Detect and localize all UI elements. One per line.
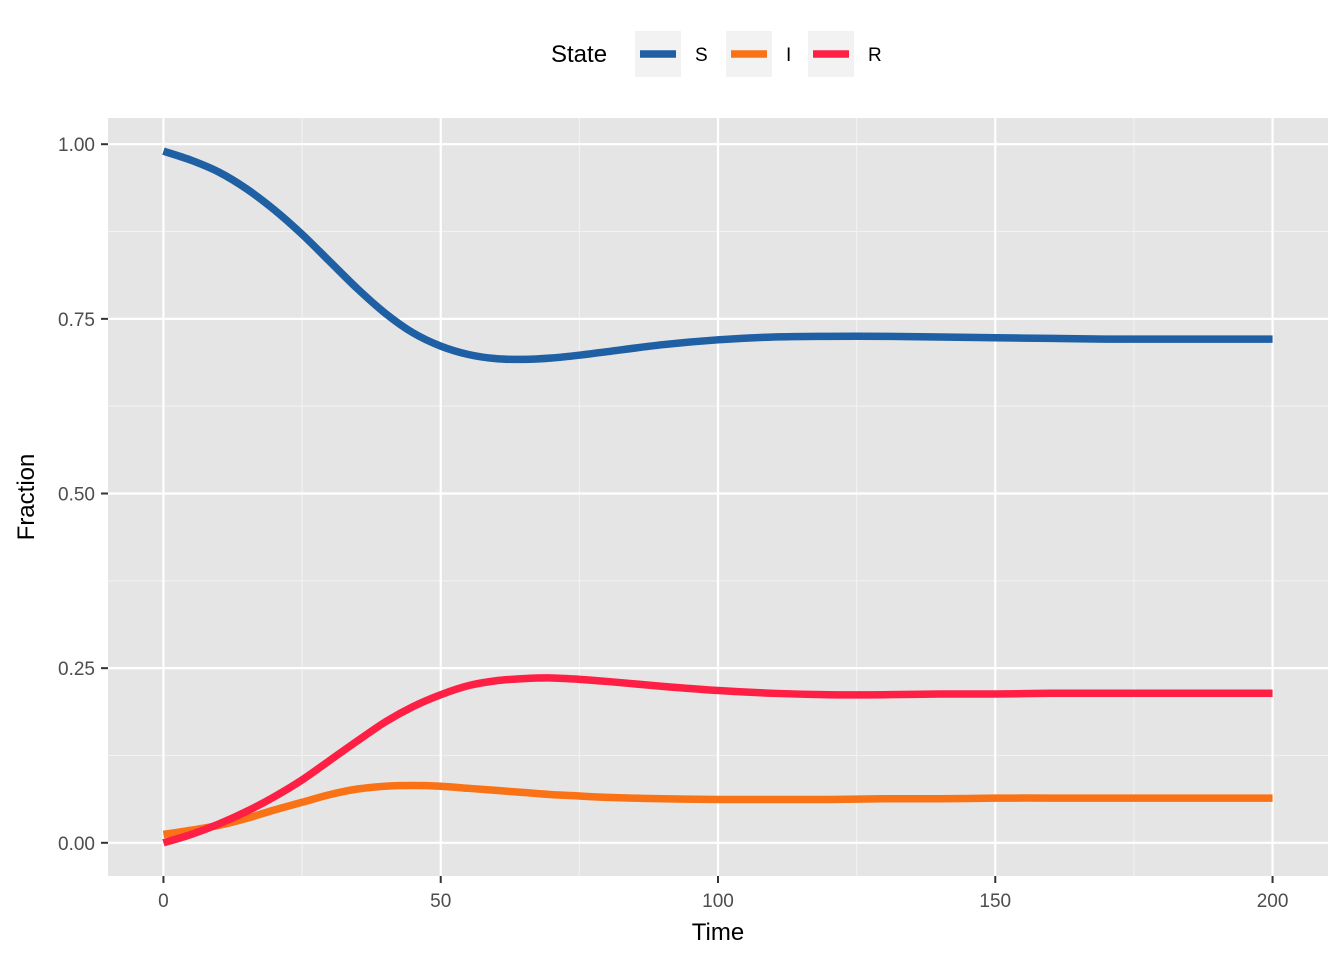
- series-line-s: [162, 147, 1273, 364]
- y-tick-label: 1.00: [58, 135, 95, 156]
- y-tick-label: 0.00: [58, 834, 95, 855]
- y-tick-label: 0.25: [58, 659, 95, 680]
- series-line-r: [162, 674, 1273, 847]
- series-line-i: [162, 781, 1273, 839]
- legend-label-i: I: [786, 45, 791, 66]
- x-tick-label: 0: [158, 891, 169, 912]
- y-axis: 0.00 0.25 0.50 0.75 1.00: [58, 135, 108, 855]
- y-tick-label: 0.75: [58, 310, 95, 331]
- legend-title: State: [551, 41, 607, 68]
- x-tick-label: 100: [702, 891, 734, 912]
- x-tick-label: 150: [979, 891, 1011, 912]
- series-lines: [162, 147, 1273, 847]
- legend-label-s: S: [695, 45, 708, 66]
- legend: State S I R: [551, 31, 882, 77]
- x-tick-label: 200: [1257, 891, 1289, 912]
- y-axis-title: Fraction: [13, 454, 40, 541]
- legend-label-r: R: [868, 45, 882, 66]
- x-axis: 0 50 100 150 200: [158, 876, 1288, 912]
- x-axis-title: Time: [692, 919, 744, 946]
- y-tick-label: 0.50: [58, 485, 95, 506]
- x-tick-label: 50: [430, 891, 451, 912]
- grid-major: [108, 118, 1328, 876]
